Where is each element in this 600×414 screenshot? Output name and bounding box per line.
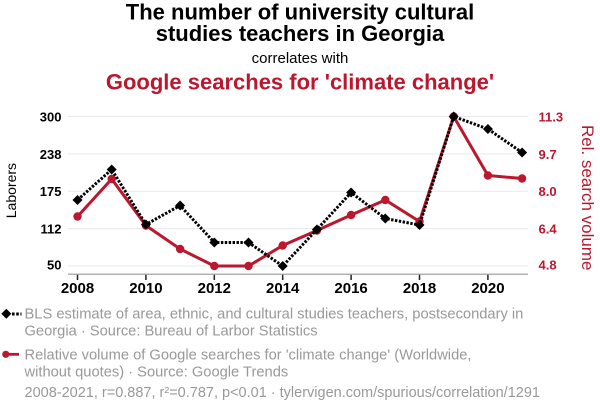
svg-text:Relative volume of Google sear: Relative volume of Google searches for '…: [25, 348, 472, 364]
svg-text:8.0: 8.0: [539, 184, 557, 199]
svg-text:4.8: 4.8: [539, 258, 557, 273]
svg-text:112: 112: [41, 221, 62, 236]
svg-text:Georgia · Source: Bureau of La: Georgia · Source: Bureau of Larbor Stati…: [25, 323, 318, 339]
svg-text:2008-2021, r=0.887, r²=0.787,: 2008-2021, r=0.887, r²=0.787, p<0.01 · t…: [25, 385, 540, 401]
svg-text:without quotes) · Source: Goog: without quotes) · Source: Google Trends: [24, 365, 289, 381]
svg-text:correlates with: correlates with: [252, 50, 349, 67]
svg-text:238: 238: [40, 147, 62, 162]
svg-text:2020: 2020: [471, 280, 504, 297]
svg-text:Laborers: Laborers: [3, 163, 19, 218]
svg-text:BLS estimate of area, ethnic,: BLS estimate of area, ethnic, and cultur…: [25, 306, 524, 322]
svg-text:2016: 2016: [334, 280, 367, 297]
svg-text:2012: 2012: [198, 280, 231, 297]
svg-text:Rel. search volume: Rel. search volume: [578, 125, 597, 271]
svg-text:6.4: 6.4: [539, 221, 558, 236]
svg-text:9.7: 9.7: [539, 147, 557, 162]
svg-text:2010: 2010: [129, 280, 162, 297]
svg-text:300: 300: [40, 109, 62, 124]
svg-text:2014: 2014: [266, 280, 300, 297]
svg-text:11.3: 11.3: [539, 109, 564, 124]
svg-text:175: 175: [40, 184, 62, 199]
svg-text:2018: 2018: [403, 280, 436, 297]
svg-text:50: 50: [47, 258, 61, 273]
svg-text:The number of university cultu: The number of university cultural: [126, 0, 474, 25]
svg-text:Google searches for 'climate c: Google searches for 'climate change': [106, 69, 494, 94]
svg-text:2008: 2008: [61, 280, 94, 297]
svg-text:studies teachers in Georgia: studies teachers in Georgia: [156, 21, 445, 46]
